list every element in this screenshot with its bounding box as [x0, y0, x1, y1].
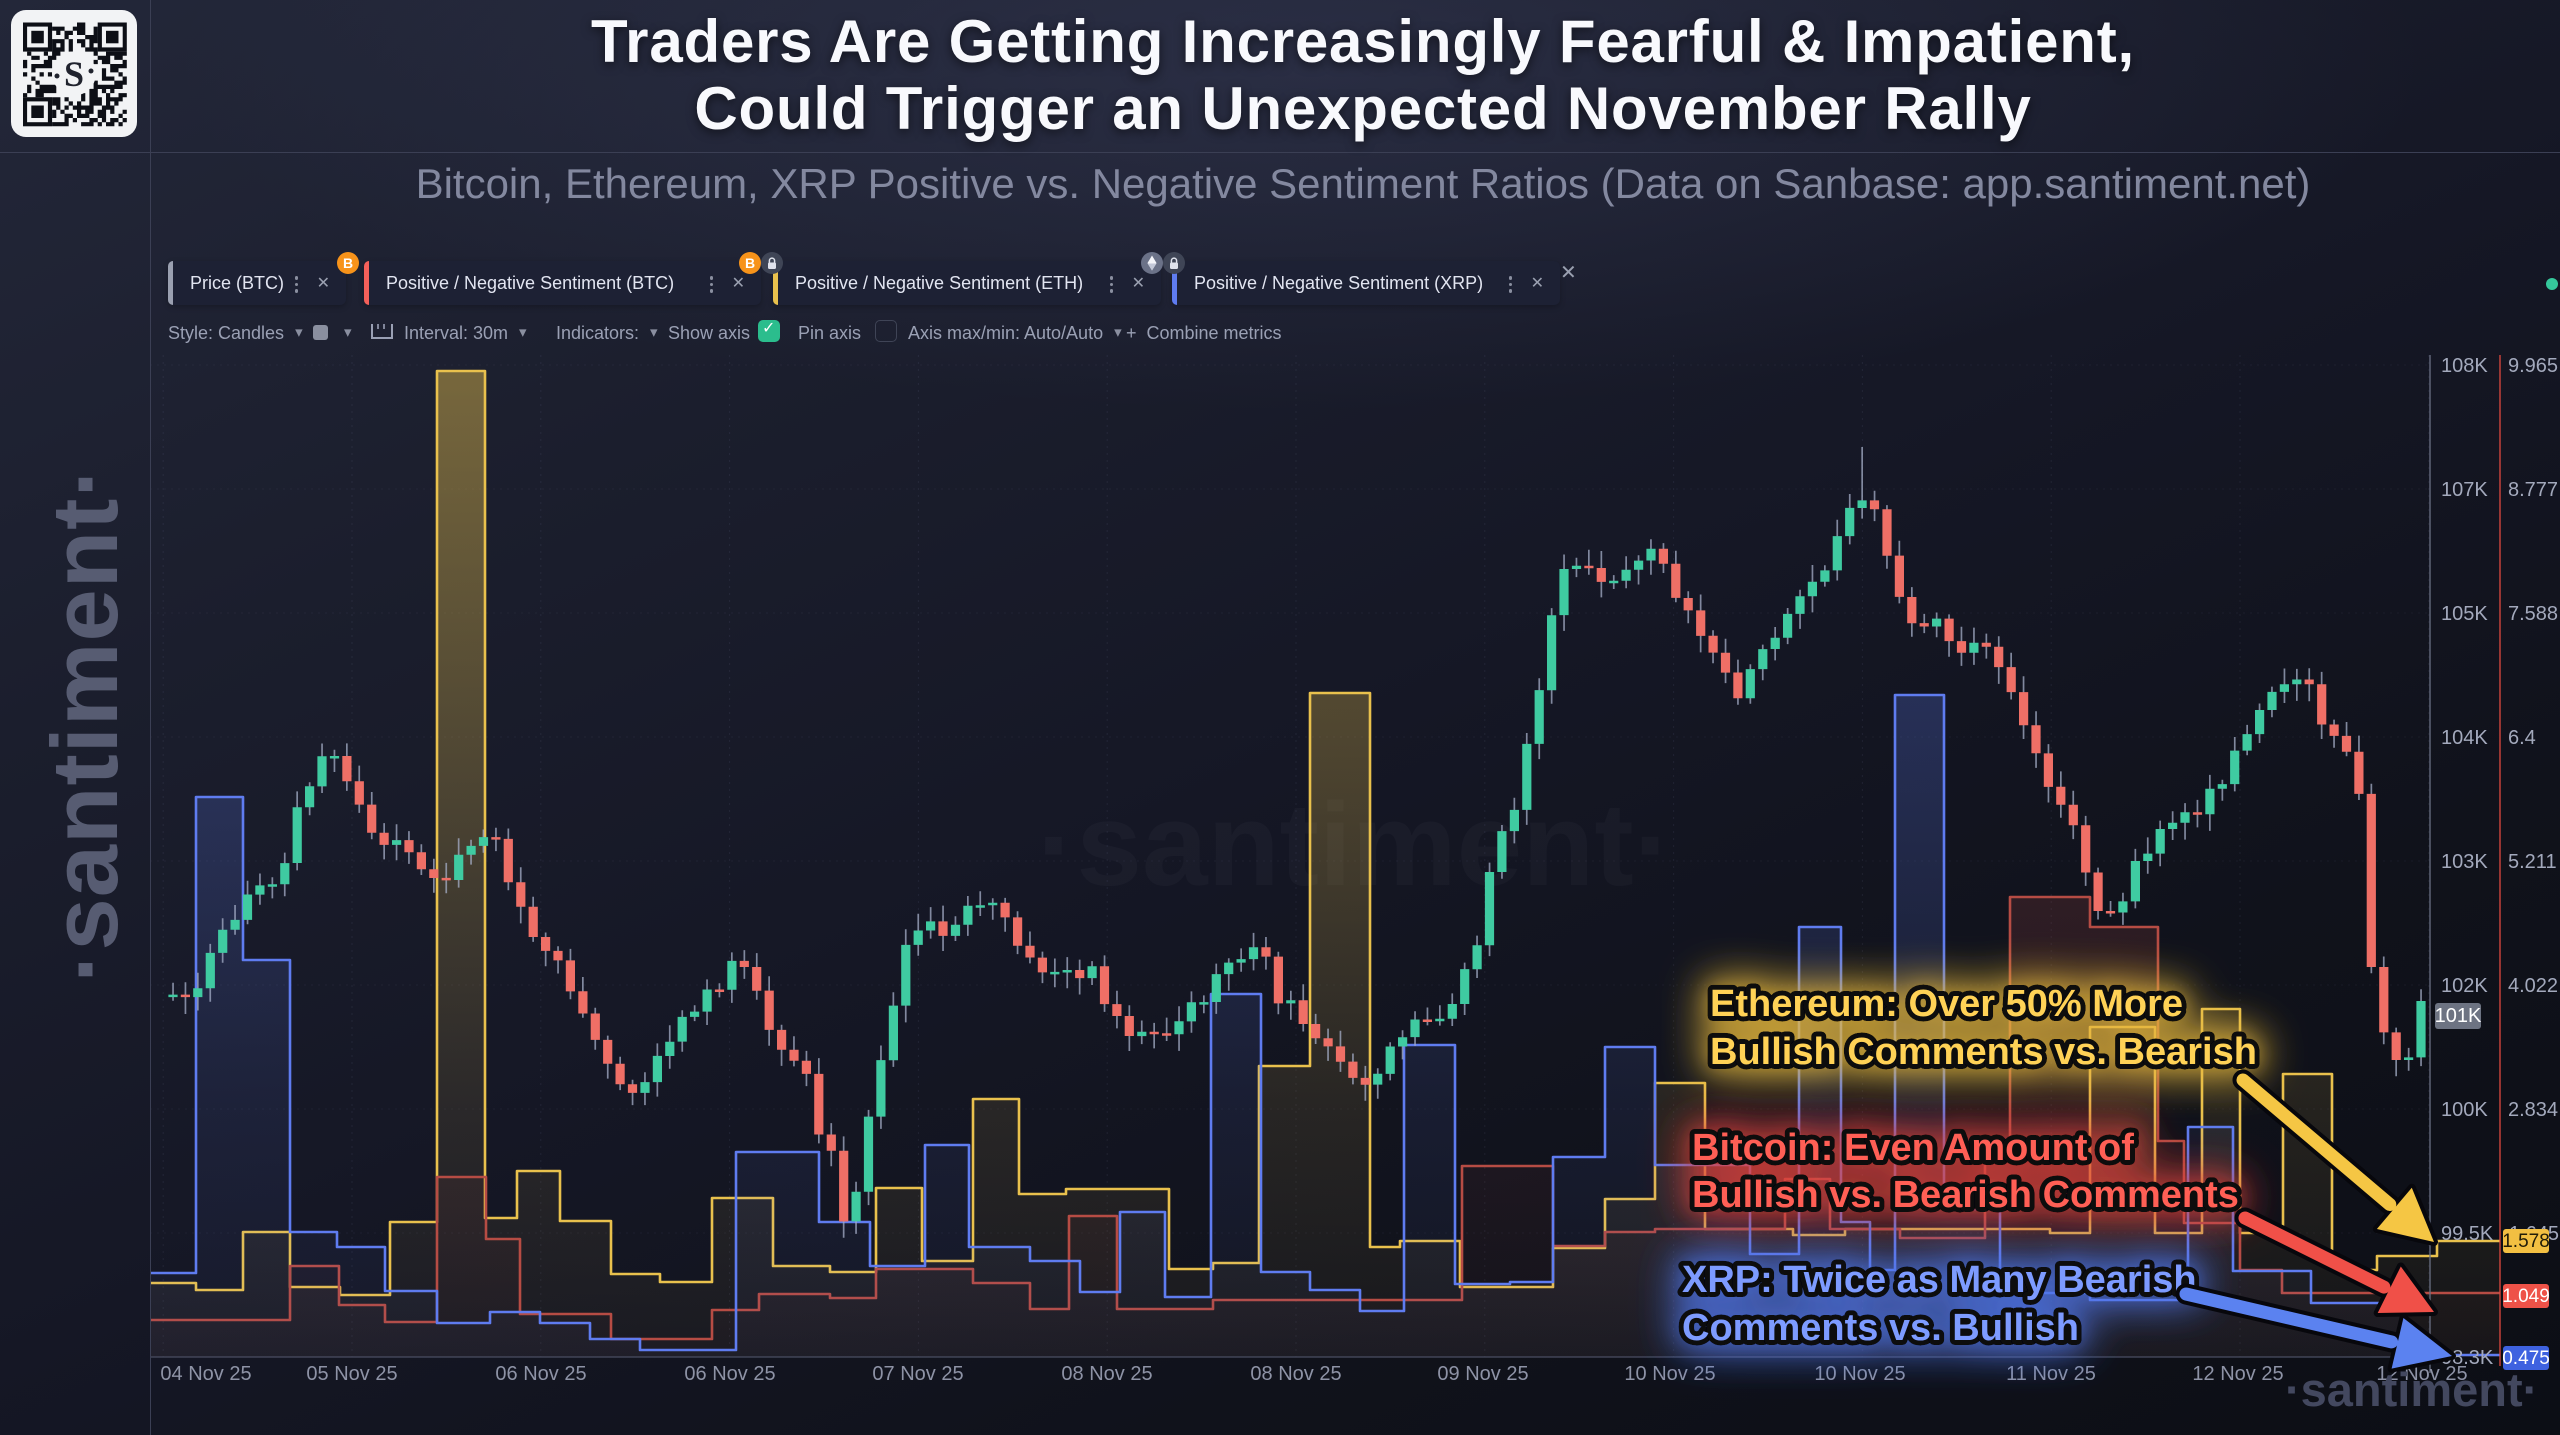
svg-text:2.834: 2.834 — [2508, 1099, 2558, 1121]
svg-text:B: B — [343, 255, 353, 271]
svg-text:04 Nov 25: 04 Nov 25 — [160, 1363, 251, 1385]
svg-text:107K: 107K — [2441, 479, 2488, 501]
svg-text:06 Nov 25: 06 Nov 25 — [684, 1363, 775, 1385]
svg-text:7.588: 7.588 — [2508, 603, 2558, 625]
svg-text:99.5K: 99.5K — [2441, 1223, 2494, 1245]
svg-text:S: S — [64, 54, 84, 94]
svg-text:101K: 101K — [2435, 1005, 2482, 1027]
svg-text:8.777: 8.777 — [2508, 479, 2558, 501]
svg-text:100K: 100K — [2441, 1099, 2488, 1121]
svg-text:10 Nov 25: 10 Nov 25 — [1624, 1363, 1715, 1385]
svg-text:07 Nov 25: 07 Nov 25 — [872, 1363, 963, 1385]
svg-text:08 Nov 25: 08 Nov 25 — [1061, 1363, 1152, 1385]
svg-text:06 Nov 25: 06 Nov 25 — [495, 1363, 586, 1385]
svg-text:11 Nov 25: 11 Nov 25 — [2006, 1363, 2096, 1385]
svg-text:0.475: 0.475 — [2502, 1348, 2550, 1369]
svg-text:XRP: Twice as Many Bearish: XRP: Twice as Many Bearish — [1682, 1259, 2197, 1301]
svg-text:102K: 102K — [2441, 975, 2488, 997]
svg-text:09 Nov 25: 09 Nov 25 — [1437, 1363, 1528, 1385]
svg-text:6.4: 6.4 — [2508, 727, 2536, 749]
svg-text:1.049: 1.049 — [2502, 1286, 2550, 1307]
svg-text:Bullish Comments vs. Bearish: Bullish Comments vs. Bearish — [1710, 1031, 2257, 1073]
svg-text:Comments vs. Bullish: Comments vs. Bullish — [1682, 1307, 2079, 1349]
svg-text:103K: 103K — [2441, 851, 2488, 873]
svg-text:B: B — [745, 255, 755, 271]
svg-text:5.211: 5.211 — [2508, 851, 2557, 873]
svg-text:9.965: 9.965 — [2508, 355, 2558, 377]
svg-text:98.3K: 98.3K — [2441, 1347, 2494, 1369]
svg-text:104K: 104K — [2441, 727, 2488, 749]
svg-text:108K: 108K — [2441, 355, 2488, 377]
svg-text:12 Nov 25: 12 Nov 25 — [2192, 1363, 2283, 1385]
svg-text:Ethereum: Over 50% More: Ethereum: Over 50% More — [1710, 983, 2183, 1025]
svg-text:05 Nov 25: 05 Nov 25 — [306, 1363, 397, 1385]
svg-text:105K: 105K — [2441, 603, 2488, 625]
svg-text:Bullish vs. Bearish Comments: Bullish vs. Bearish Comments — [1692, 1174, 2239, 1216]
svg-text:1.578: 1.578 — [2502, 1231, 2550, 1252]
svg-text:4.022: 4.022 — [2508, 975, 2558, 997]
svg-text:08 Nov 25: 08 Nov 25 — [1250, 1363, 1341, 1385]
svg-text:Bitcoin: Even Amount of: Bitcoin: Even Amount of — [1692, 1127, 2134, 1169]
svg-text:10 Nov 25: 10 Nov 25 — [1814, 1363, 1905, 1385]
